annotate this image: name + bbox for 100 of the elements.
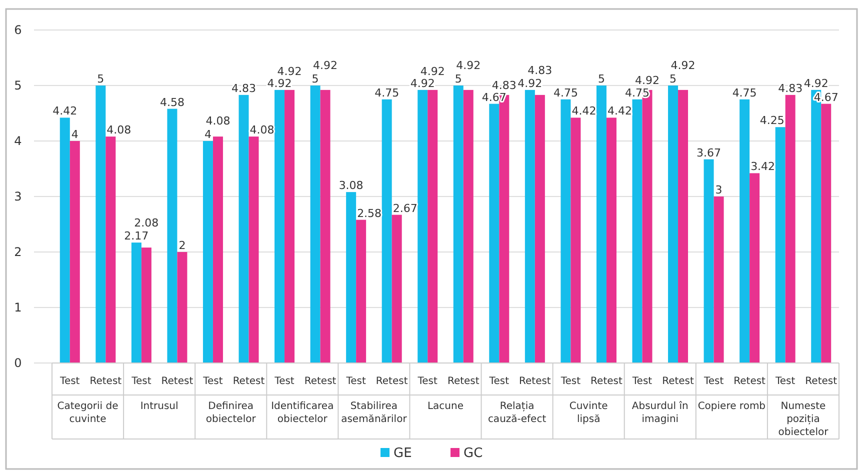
data-label: 4.25 (760, 114, 784, 128)
text: Definirea obiectelor (206, 401, 257, 425)
x-tick-label: Test (488, 376, 510, 387)
bar (678, 90, 688, 363)
bar (382, 99, 392, 363)
legend-label: GE (394, 446, 412, 461)
data-label: 4 (71, 128, 78, 141)
bar (274, 90, 285, 363)
bar (785, 94, 796, 363)
x-tick-label: Retest (590, 376, 622, 387)
x-tick-label: Test (416, 376, 438, 387)
x-tick-label: Retest (304, 376, 336, 387)
bar (453, 86, 464, 363)
bar (177, 252, 188, 363)
text: Lacune (427, 401, 464, 412)
x-tick-label: Test (560, 376, 581, 387)
x-tick-label: Test (274, 376, 294, 387)
bar (320, 90, 330, 363)
data-label: 4.42 (607, 104, 632, 118)
data-label: 5 (312, 72, 319, 86)
y-tick-label: 4 (14, 134, 22, 148)
x-tick-label: Test (774, 376, 796, 387)
y-tick-label: 3 (14, 190, 22, 204)
x-tick-label: Retest (805, 376, 838, 387)
text: Relația cauză-efect (488, 401, 546, 425)
y-tick-label: 2 (14, 245, 22, 259)
x-tick-label: Test (345, 376, 366, 387)
bar (570, 118, 581, 363)
data-label: 3.08 (338, 179, 364, 192)
data-label: 5 (97, 72, 104, 86)
data-label: 3.67 (696, 146, 722, 160)
data-label: 2.08 (134, 216, 159, 230)
bar (106, 136, 116, 363)
data-label: 4.42 (572, 104, 596, 118)
text: Numeste poziția obiectelor (778, 401, 830, 438)
bar (821, 104, 832, 363)
bar (606, 118, 616, 363)
data-label: 4.83 (528, 64, 552, 77)
data-label: 5 (670, 72, 677, 86)
x-tick-label: Test (631, 376, 652, 387)
bar (714, 196, 724, 363)
text: Intrusul (140, 401, 178, 412)
data-label: 4.92 (456, 58, 481, 72)
bar (524, 90, 535, 363)
data-label: 4.75 (732, 86, 757, 100)
bar (775, 127, 786, 363)
bar (131, 242, 142, 363)
bar (356, 220, 366, 363)
y-tick-label: 0 (14, 356, 22, 370)
y-tick-label: 6 (14, 23, 22, 37)
bar (310, 86, 320, 363)
bar (704, 159, 714, 363)
data-label: 4.83 (778, 82, 803, 95)
data-label: 4.42 (52, 104, 78, 118)
data-label: 4.92 (804, 76, 828, 90)
data-label: 4.83 (492, 78, 516, 92)
data-label: 4.08 (250, 124, 274, 137)
x-tick-label: Retest (447, 376, 480, 387)
data-label: 4.75 (374, 86, 400, 100)
data-label: 4.83 (232, 82, 256, 95)
x-tick-label: Retest (519, 376, 551, 387)
text: Cuvinte lipsă (569, 401, 608, 425)
bar (534, 94, 545, 363)
data-label: 5 (454, 72, 462, 86)
text: Categorii de cuvinte (57, 401, 118, 425)
data-label: 4.92 (420, 64, 445, 78)
bar (70, 141, 80, 363)
data-label: 2 (178, 239, 186, 252)
data-label: 2.58 (357, 206, 382, 220)
data-label: 4.92 (410, 76, 435, 90)
data-label: 4.92 (267, 76, 292, 90)
text: Identificarea obiectelor (271, 401, 334, 425)
legend-label: GC (464, 446, 483, 461)
data-label: 4.08 (206, 114, 230, 128)
text: Stabilirea asemănărilor (341, 401, 408, 425)
x-tick-label: Retest (376, 376, 408, 387)
bar (346, 192, 356, 363)
x-tick-label: Retest (232, 376, 265, 387)
data-label: 4.75 (553, 86, 578, 100)
bar (489, 104, 500, 363)
bar (96, 86, 106, 363)
data-label: 4 (204, 128, 212, 141)
bar (560, 99, 571, 363)
data-label: 4.58 (160, 96, 184, 109)
x-tick-label: Test (130, 376, 152, 387)
data-label: 4.92 (518, 76, 542, 90)
bar (392, 214, 402, 363)
data-label: 4.92 (670, 58, 696, 72)
x-tick-label: Retest (90, 376, 122, 387)
text: Absurdul în imagini (632, 401, 688, 425)
bar (740, 99, 750, 363)
bar (238, 94, 249, 363)
data-label: 4.92 (313, 58, 338, 72)
x-tick-label: Test (202, 376, 223, 387)
bar (212, 136, 223, 363)
bar (284, 90, 295, 363)
x-tick-label: Retest (161, 376, 194, 387)
bar (668, 86, 678, 363)
data-label: 4.92 (277, 64, 302, 78)
data-label: 4.92 (635, 74, 660, 87)
